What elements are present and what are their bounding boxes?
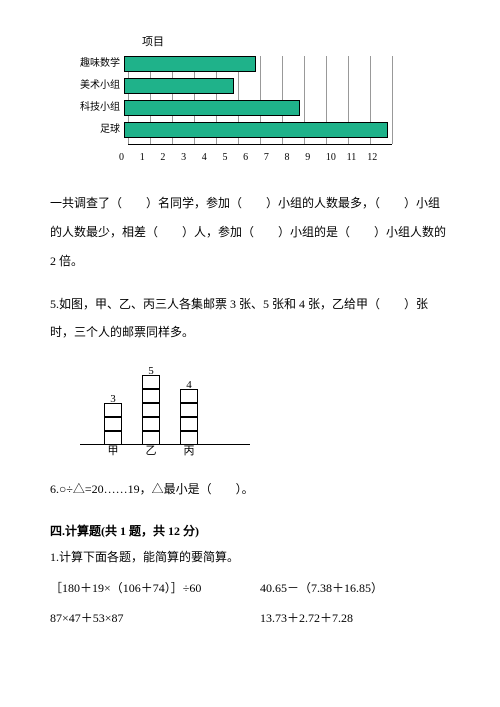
x-tick: 5 bbox=[222, 147, 243, 169]
chart-title: 项目 bbox=[142, 30, 450, 54]
question-4-text: 一共调查了（ ）名同学，参加（ ）小组的人数最多，（ ）小组的人数最少，相差（ … bbox=[50, 189, 450, 275]
bar-label: 足球 bbox=[70, 119, 124, 141]
calc-row: ［180＋19×（106＋74）］÷6040.65－（7.38＋16.85） bbox=[50, 575, 450, 601]
bar-label: 美术小组 bbox=[70, 75, 124, 97]
stamp-column: 4 bbox=[180, 389, 198, 445]
bar-chart: 项目 趣味数学美术小组科技小组足球 0123456789101112 bbox=[70, 30, 450, 169]
calc-expr: 13.73＋2.72＋7.28 bbox=[260, 605, 450, 631]
bar-fill bbox=[124, 122, 388, 138]
x-tick: 6 bbox=[243, 147, 264, 169]
x-tick: 11 bbox=[347, 147, 368, 169]
bar-label: 趣味数学 bbox=[70, 53, 124, 75]
x-tick: 7 bbox=[264, 147, 285, 169]
x-tick: 3 bbox=[181, 147, 202, 169]
x-tick: 12 bbox=[367, 147, 388, 169]
x-tick: 9 bbox=[305, 147, 326, 169]
bar-fill bbox=[124, 78, 234, 94]
bar-chart-body: 趣味数学美术小组科技小组足球 bbox=[70, 56, 450, 138]
x-tick: 1 bbox=[140, 147, 161, 169]
x-tick: 0 bbox=[119, 147, 140, 169]
section-4-heading: 四.计算题(共 1 题，共 12 分) bbox=[50, 518, 450, 544]
x-tick: 8 bbox=[285, 147, 306, 169]
x-axis: 0123456789101112 bbox=[128, 144, 392, 169]
x-tick: 2 bbox=[160, 147, 181, 169]
calc-row: 87×47＋53×8713.73＋2.72＋7.28 bbox=[50, 605, 450, 631]
bar-fill bbox=[124, 100, 300, 116]
x-tick: 10 bbox=[326, 147, 347, 169]
stamp-chart: 3甲5乙4丙 bbox=[80, 361, 260, 461]
bar-label: 科技小组 bbox=[70, 97, 124, 119]
bar-row: 美术小组 bbox=[70, 78, 450, 94]
question-6-text: 6.○÷△=20……19，△最小是（ ）。 bbox=[50, 475, 450, 504]
question-5-text: 5.如图，甲、乙、丙三人各集邮票 3 张、5 张和 4 张，乙给甲（ ）张时，三… bbox=[50, 290, 450, 348]
calc-block: ［180＋19×（106＋74）］÷6040.65－（7.38＋16.85）87… bbox=[50, 575, 450, 632]
stamp-column: 5 bbox=[142, 375, 160, 445]
x-tick: 4 bbox=[202, 147, 223, 169]
stamp-name: 甲 bbox=[104, 439, 122, 463]
bar-row: 足球 bbox=[70, 122, 450, 138]
stamp-name: 丙 bbox=[180, 439, 198, 463]
bar-row: 科技小组 bbox=[70, 100, 450, 116]
stamp-count: 5 bbox=[142, 359, 160, 383]
calc-intro: 1.计算下面各题，能简算的要简算。 bbox=[50, 544, 450, 570]
bar-fill bbox=[124, 56, 256, 72]
stamp-name: 乙 bbox=[142, 439, 160, 463]
calc-expr: 40.65－（7.38＋16.85） bbox=[260, 575, 450, 601]
stamp-count: 4 bbox=[180, 373, 198, 397]
stamp-count: 3 bbox=[104, 387, 122, 411]
bar-row: 趣味数学 bbox=[70, 56, 450, 72]
calc-expr: 87×47＋53×87 bbox=[50, 605, 260, 631]
calc-expr: ［180＋19×（106＋74）］÷60 bbox=[50, 575, 260, 601]
